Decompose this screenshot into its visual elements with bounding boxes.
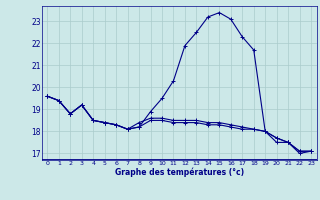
X-axis label: Graphe des températures (°c): Graphe des températures (°c) [115, 167, 244, 177]
